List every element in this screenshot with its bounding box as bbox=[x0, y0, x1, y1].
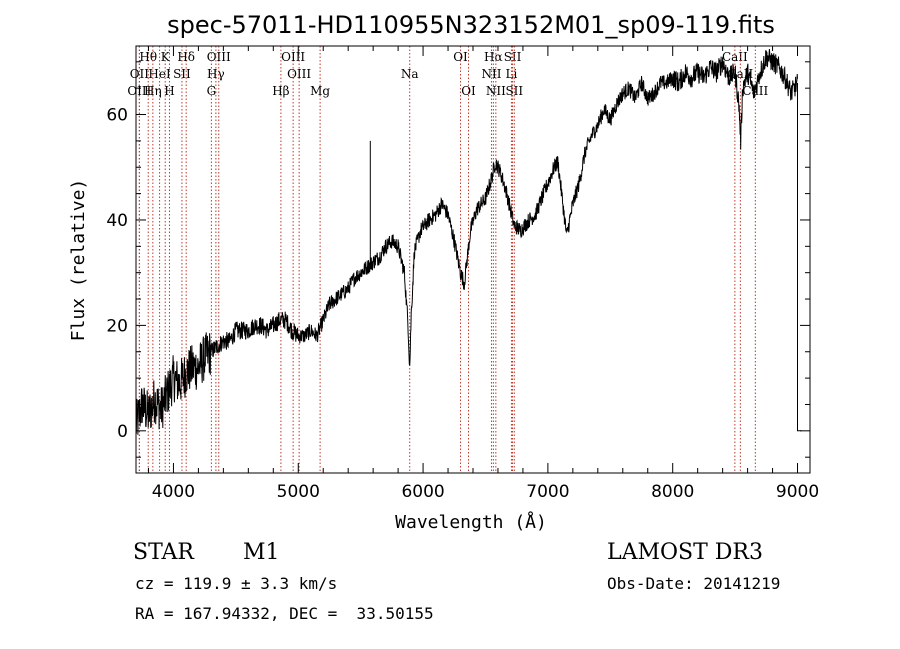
y-axis-label: Flux (relative) bbox=[68, 179, 89, 342]
emission-line-label: Li bbox=[506, 67, 518, 81]
emission-line-label: SII bbox=[505, 84, 523, 98]
emission-line-label: Hγ bbox=[207, 67, 225, 81]
redshift-velocity: cz = 119.9 ± 3.3 km/s bbox=[135, 574, 338, 593]
emission-line-label: SII bbox=[173, 67, 191, 81]
emission-line-label: OI bbox=[461, 84, 476, 98]
emission-line-label: CaII bbox=[742, 84, 768, 98]
coordinates: RA = 167.94332, DEC = 33.50155 bbox=[135, 604, 434, 623]
emission-line-label: Mg bbox=[310, 84, 330, 98]
emission-line-label: K bbox=[161, 50, 171, 64]
chart-title: spec-57011-HD110955N323152M01_sp09-119.f… bbox=[167, 11, 775, 39]
emission-line-label: Na bbox=[401, 67, 419, 81]
emission-line-label: Hα bbox=[484, 50, 503, 64]
emission-line-label: OI bbox=[453, 50, 468, 64]
emission-line-label: OIII bbox=[287, 67, 311, 81]
emission-line-label: SII bbox=[504, 50, 522, 64]
x-tick-label: 7000 bbox=[526, 482, 569, 502]
emission-line-label: CaII bbox=[722, 50, 748, 64]
y-tick-label: 20 bbox=[106, 316, 128, 336]
emission-line-label: Hθ bbox=[139, 50, 157, 64]
y-tick-label: 60 bbox=[106, 106, 128, 126]
emission-line-label: OIII bbox=[127, 84, 151, 98]
observation-date: Obs-Date: 20141219 bbox=[607, 574, 781, 593]
emission-line-label: NII bbox=[486, 84, 506, 98]
y-axis: 0 20 40 60 bbox=[106, 61, 810, 458]
emission-line-label: OIII bbox=[207, 50, 231, 64]
x-tick-label: 8000 bbox=[651, 482, 694, 502]
spectrum-line bbox=[135, 48, 802, 435]
object-class: STAR bbox=[133, 540, 194, 565]
emission-line-label: Hβ bbox=[272, 84, 289, 98]
emission-line-label: HeI bbox=[148, 67, 171, 81]
emission-line-label: H bbox=[164, 84, 174, 98]
survey-name: LAMOST DR3 bbox=[607, 540, 763, 565]
x-tick-label: 4000 bbox=[152, 482, 195, 502]
x-axis-label: Wavelength (Å) bbox=[395, 511, 547, 533]
emission-line-label: NII bbox=[481, 67, 501, 81]
y-tick-label: 40 bbox=[106, 211, 128, 231]
x-tick-label: 6000 bbox=[401, 482, 444, 502]
y-tick-label: 0 bbox=[117, 422, 128, 442]
x-tick-label: 5000 bbox=[277, 482, 320, 502]
emission-line-label: G bbox=[207, 84, 217, 98]
emission-line-label: OIII bbox=[281, 50, 305, 64]
emission-line-label: Hη bbox=[144, 84, 162, 98]
x-axis: 4000 5000 6000 7000 8000 9000 bbox=[147, 46, 819, 502]
plot-frame bbox=[135, 45, 811, 474]
object-subclass: M1 bbox=[243, 540, 280, 565]
x-tick-label: 9000 bbox=[776, 482, 819, 502]
emission-line-label: Hδ bbox=[177, 50, 195, 64]
